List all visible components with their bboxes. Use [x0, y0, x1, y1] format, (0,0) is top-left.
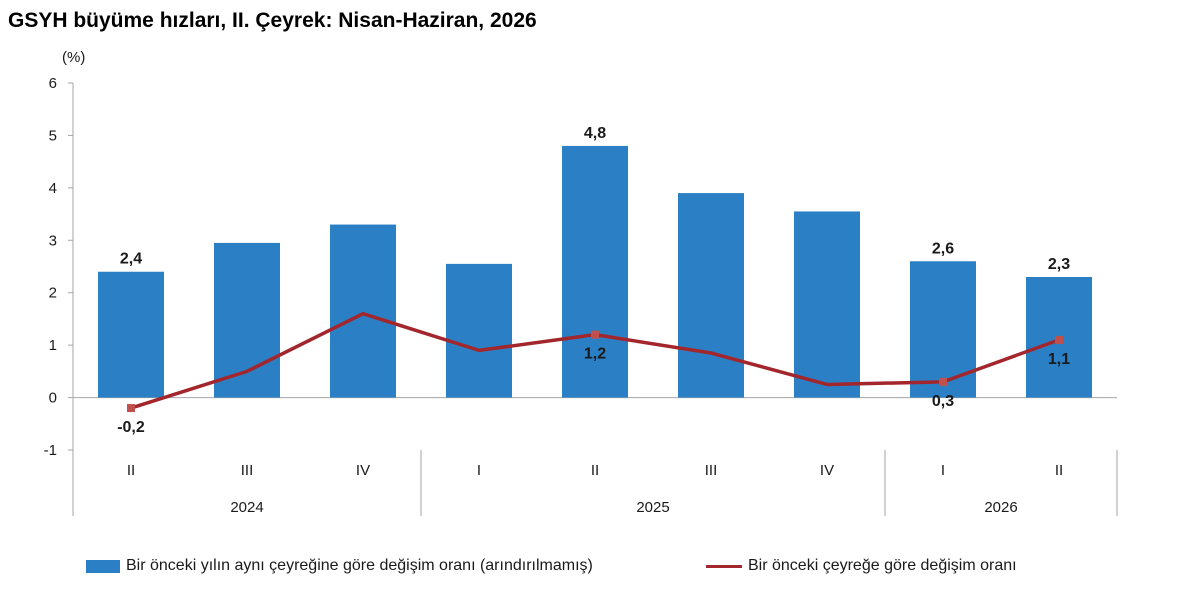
line-marker — [591, 330, 599, 339]
legend-label-bars: Bir önceki yılın aynı çeyreğine göre değ… — [126, 557, 593, 574]
bar — [330, 224, 396, 398]
line-data-label: 0,3 — [932, 393, 954, 410]
y-tick-label: 6 — [49, 75, 57, 92]
y-tick-label: 1 — [49, 337, 57, 354]
line-data-label: -0,2 — [117, 419, 145, 436]
bar — [446, 263, 512, 398]
year-group-label: 2026 — [984, 499, 1017, 516]
legend-swatch-line — [706, 564, 742, 568]
year-group-label: 2024 — [230, 499, 263, 516]
bar-data-label: 4,8 — [584, 125, 606, 142]
bar-data-label: 2,3 — [1048, 256, 1070, 273]
line-marker — [1055, 335, 1063, 344]
bar — [214, 242, 280, 398]
y-tick-label: 0 — [49, 390, 57, 407]
y-tick-label: 3 — [49, 232, 57, 249]
bar-data-label: 2,4 — [120, 251, 142, 268]
y-tick-label: 5 — [49, 127, 57, 144]
bar — [562, 145, 628, 398]
line-data-label: 1,2 — [584, 346, 606, 363]
legend-swatch-bars — [86, 559, 120, 573]
x-tick-label: IV — [820, 462, 834, 479]
line-marker — [127, 404, 135, 413]
y-tick-label: 2 — [49, 285, 57, 302]
bar-data-label: 2,6 — [932, 240, 954, 257]
data-labels: 2,4 4,8 2,6 2,3 -0,2 1,2 0,3 1,1 — [117, 125, 1070, 436]
x-tick-label: III — [705, 462, 718, 479]
x-tick-label: IV — [356, 462, 370, 479]
legend-label-line: Bir önceki çeyreğe göre değişim oranı — [748, 557, 1017, 574]
x-tick-label: III — [241, 462, 254, 479]
legend-item-line: Bir önceki çeyreğe göre değişim oranı — [706, 557, 1017, 575]
bar — [910, 261, 976, 398]
x-tick-label: II — [591, 462, 599, 479]
y-tick-label: 4 — [49, 180, 57, 197]
line-data-label: 1,1 — [1048, 351, 1070, 368]
x-tick-label: I — [941, 462, 945, 479]
bar — [794, 211, 860, 398]
legend-item-bars: Bir önceki yılın aynı çeyreğine göre değ… — [86, 557, 593, 575]
bar — [98, 271, 164, 398]
x-tick-label: II — [127, 462, 135, 479]
chart-title: GSYH büyüme hızları, II. Çeyrek: Nisan-H… — [8, 9, 537, 32]
y-unit-label: (%) — [62, 49, 85, 66]
bar — [678, 193, 744, 398]
y-tick-label: -1 — [44, 442, 57, 459]
year-group-label: 2025 — [636, 499, 669, 516]
x-tick-label: II — [1055, 462, 1063, 479]
line-series — [127, 311, 1063, 413]
line-marker — [939, 377, 947, 386]
x-tick-label: I — [477, 462, 481, 479]
